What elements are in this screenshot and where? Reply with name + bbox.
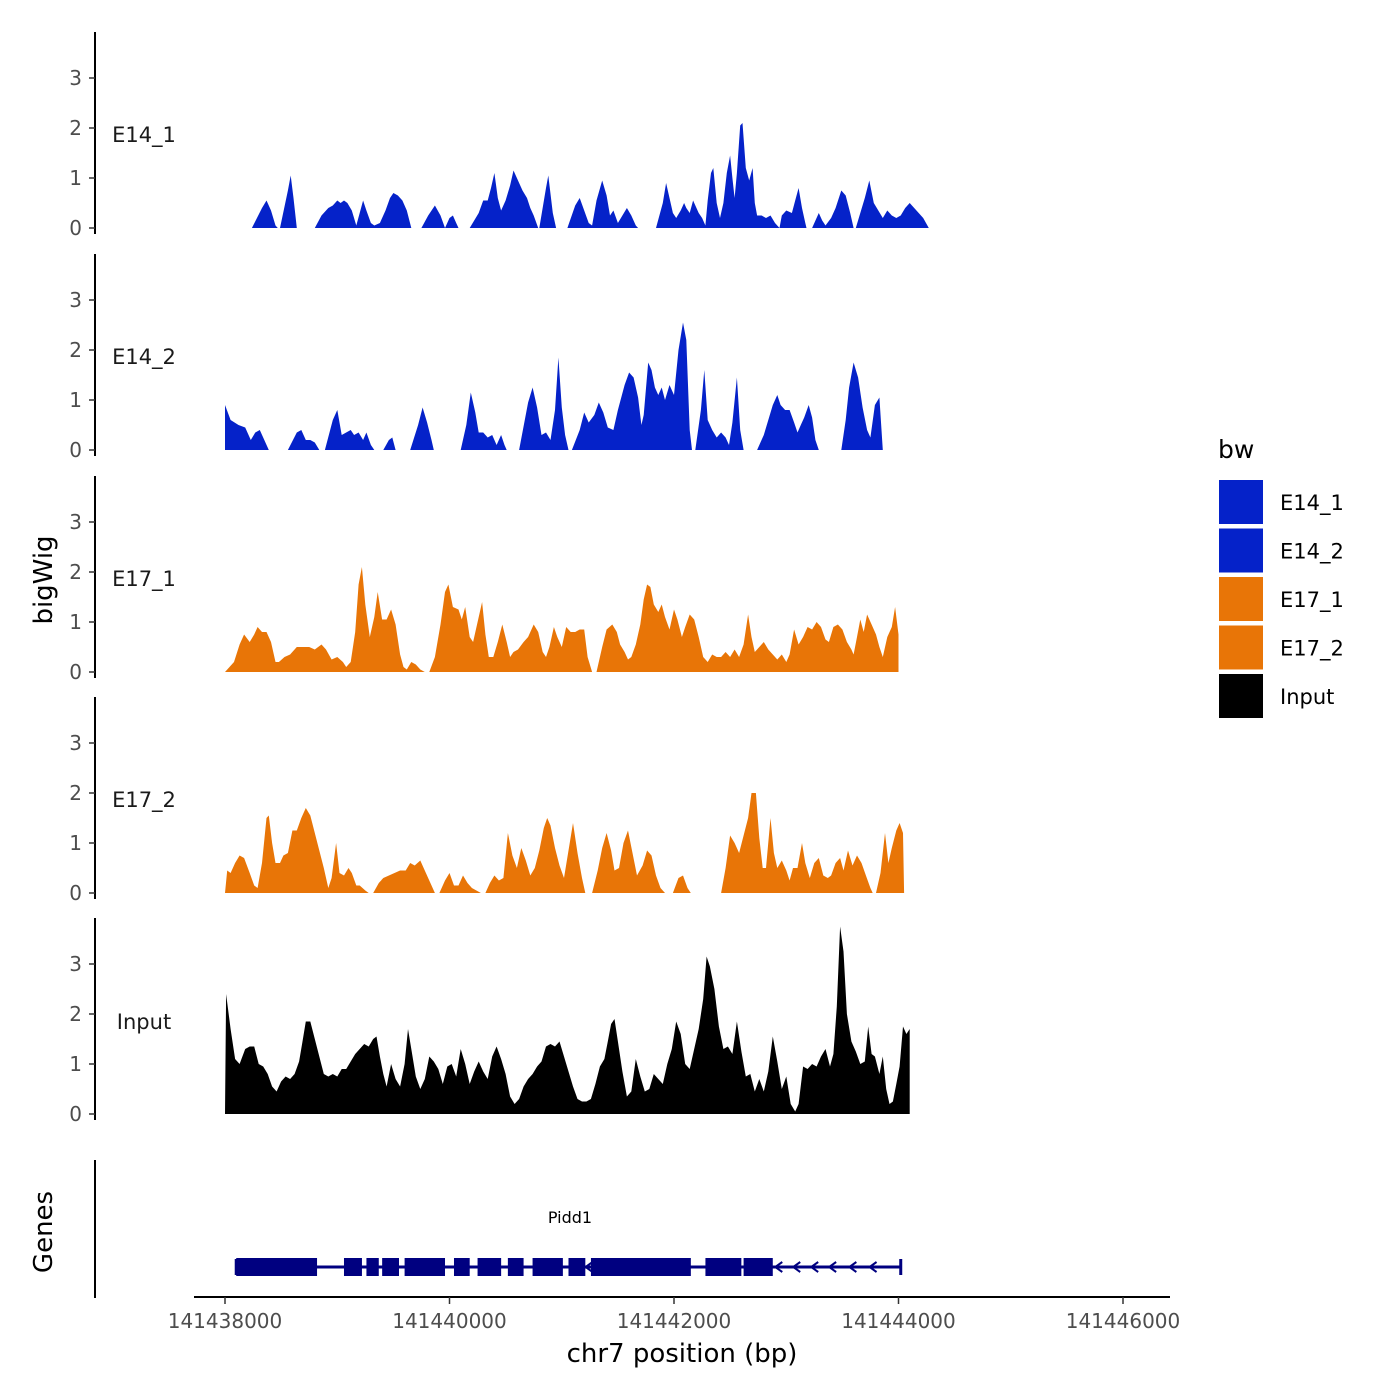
track-label: E14_2 (112, 345, 176, 370)
legend-swatch (1219, 625, 1263, 670)
area-e14-2 (225, 322, 883, 450)
y-tick-label: 1 (69, 1052, 82, 1076)
y-tick-label: 2 (69, 1002, 82, 1026)
area-input (225, 926, 910, 1114)
gene-strand-arrow (827, 1261, 837, 1273)
track-e17-2: 0 1 2 3 E17_2 (69, 697, 905, 905)
legend-swatch (1219, 528, 1263, 573)
track-e14-2: 0 1 2 3 E14_2 (69, 254, 883, 462)
gene-strand-arrow (773, 1261, 783, 1273)
y-tick-label: 3 (69, 510, 82, 534)
x-tick-label: 141444000 (841, 1309, 956, 1333)
y-tick-label: 0 (69, 881, 82, 905)
area-e14-1 (251, 123, 929, 228)
track-label: E14_1 (112, 123, 176, 148)
track-label: Input (117, 1010, 171, 1034)
genes-panel: Pidd1 (94, 1160, 903, 1298)
gene-exon (453, 1258, 470, 1276)
legend-label: E14_2 (1280, 540, 1344, 565)
gene-exon (382, 1258, 399, 1276)
gene-exon (366, 1258, 379, 1276)
legend-title: bw (1218, 435, 1254, 464)
track-e17-1: 0 1 2 3 E17_1 (69, 476, 899, 684)
x-tick-label: 141442000 (617, 1309, 732, 1333)
y-axis-title: bigWig (29, 535, 59, 624)
y-tick-label: 3 (69, 952, 82, 976)
gene-strand-arrow (583, 1261, 594, 1273)
gene-exon (743, 1258, 773, 1276)
gene-exon (532, 1258, 563, 1276)
y-tick-label: 0 (69, 216, 82, 240)
gene-exon (236, 1258, 318, 1276)
y-tick-label: 0 (69, 1102, 82, 1126)
track-label: E17_1 (112, 567, 176, 592)
gene-name-label: Pidd1 (548, 1208, 592, 1227)
y-tick-label: 3 (69, 731, 82, 755)
x-axis-title: chr7 position (bp) (567, 1339, 798, 1369)
y-tick-label: 2 (69, 338, 82, 362)
y-tick-label: 1 (69, 610, 82, 634)
legend-label: E17_2 (1280, 637, 1344, 662)
y-tick-label: 2 (69, 781, 82, 805)
legend-swatch (1219, 480, 1263, 524)
gene-exon (507, 1258, 524, 1276)
y-tick-label: 2 (69, 560, 82, 584)
gene-strand-arrow (809, 1261, 819, 1273)
legend: bw E14_1 E14_2 E17_1 E17_2 Input (1218, 435, 1344, 718)
y-tick-label: 1 (69, 166, 82, 190)
track-label: E17_2 (112, 788, 176, 813)
gene-exon (477, 1258, 502, 1276)
y-tick-label: 3 (69, 288, 82, 312)
legend-swatch (1219, 577, 1263, 621)
gene-exon (404, 1258, 446, 1276)
gene-exon (590, 1258, 691, 1276)
y-tick-label: 1 (69, 831, 82, 855)
gene-pidd1: Pidd1 (234, 1208, 903, 1276)
legend-label: E17_1 (1280, 588, 1344, 613)
gene-strand-arrow (791, 1261, 801, 1273)
y-tick-label: 3 (69, 66, 82, 90)
area-e17-2 (225, 793, 905, 893)
x-tick-label: 141438000 (168, 1309, 283, 1333)
y-tick-label: 1 (69, 388, 82, 412)
legend-label: Input (1280, 685, 1334, 709)
legend-label: E14_1 (1280, 491, 1344, 516)
tracks: 0 1 2 3 E14_1 0 1 2 3 E14_2 0 1 2 3 E17_1 0 1 2 3 E17_2 0 1 2 3… (69, 32, 929, 1126)
gene-strand-arrow (867, 1261, 878, 1273)
gene-strand-arrow (847, 1261, 857, 1273)
y-tick-label: 0 (69, 660, 82, 684)
legend-swatch (1219, 674, 1263, 718)
y-tick-label: 2 (69, 116, 82, 140)
gene-exon (343, 1258, 362, 1276)
gene-exon (568, 1258, 586, 1276)
x-axis: 141438000 141440000 141442000 141444000 1414… (168, 1296, 1181, 1333)
gene-exon (705, 1258, 742, 1276)
area-e17-1 (225, 567, 899, 672)
track-e14-1: 0 1 2 3 E14_1 (69, 32, 929, 240)
genes-axis-title: Genes (29, 1191, 59, 1273)
x-tick-label: 141440000 (392, 1309, 507, 1333)
y-tick-label: 0 (69, 438, 82, 462)
x-tick-label: 141446000 (1066, 1309, 1181, 1333)
track-input: 0 1 2 3 Input (69, 918, 910, 1126)
